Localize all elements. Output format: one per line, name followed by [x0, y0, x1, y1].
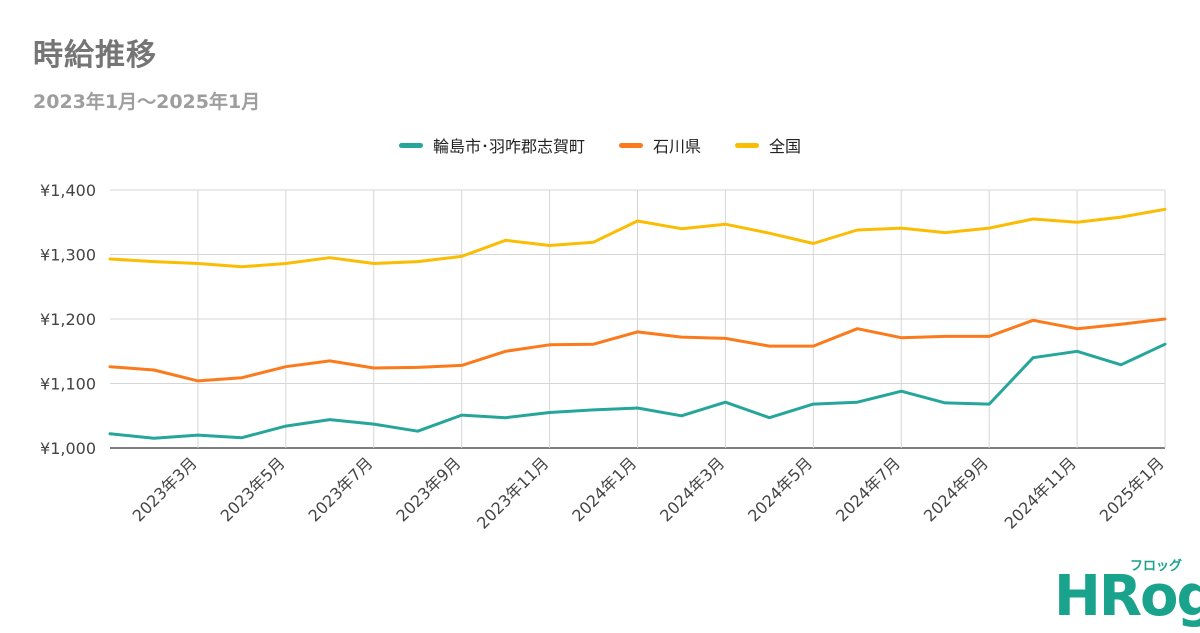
- chart-legend: 輪島市･羽咋郡志賀町 石川県 全国: [0, 133, 1200, 157]
- legend-label-wajima: 輪島市･羽咋郡志賀町: [432, 137, 585, 156]
- legend-swatch-ishikawa: [618, 142, 643, 148]
- x-tick-label: 2023年7月: [305, 453, 377, 525]
- x-tick-label: 2024年9月: [920, 453, 992, 525]
- legend-label-ishikawa: 石川県: [652, 137, 701, 156]
- legend-swatch-wajima: [398, 142, 423, 148]
- x-tick-label: 2025年1月: [1096, 453, 1168, 525]
- x-tick-label: 2024年5月: [744, 453, 816, 525]
- x-tick-label: 2024年7月: [832, 453, 904, 525]
- y-tick-label: ¥1,200: [40, 310, 96, 329]
- legend-item-wajima: 輪島市･羽咋郡志賀町: [398, 133, 585, 157]
- y-tick-label: ¥1,000: [40, 439, 96, 458]
- legend-swatch-national: [735, 142, 759, 148]
- legend-item-ishikawa: 石川県: [618, 133, 701, 157]
- x-tick-label: 2023年9月: [392, 453, 464, 525]
- logo-subtext: フロッグ: [1129, 559, 1182, 574]
- x-tick-label: 2023年11月: [473, 453, 552, 532]
- hrog-logo: フロッグ HRog: [1054, 555, 1200, 625]
- legend-label-national: 全国: [769, 137, 802, 156]
- y-tick-label: ¥1,300: [40, 246, 96, 265]
- legend-item-national: 全国: [735, 133, 801, 157]
- series-line-1: [108, 317, 1167, 383]
- logo-text: HRog: [1054, 564, 1200, 629]
- x-tick-label: 2023年5月: [217, 453, 289, 525]
- x-tick-label: 2024年11月: [1001, 453, 1080, 532]
- series-line-2: [108, 207, 1167, 269]
- x-tick-label: 2024年1月: [568, 453, 640, 525]
- x-tick-label: 2023年3月: [129, 453, 201, 525]
- chart-title: 時給推移: [33, 38, 157, 73]
- series-line-0: [108, 342, 1167, 440]
- y-tick-label: ¥1,400: [40, 181, 96, 200]
- x-tick-label: 2024年3月: [656, 453, 728, 525]
- y-tick-label: ¥1,100: [40, 375, 96, 394]
- chart-subtitle: 2023年1月〜2025年1月: [33, 91, 261, 113]
